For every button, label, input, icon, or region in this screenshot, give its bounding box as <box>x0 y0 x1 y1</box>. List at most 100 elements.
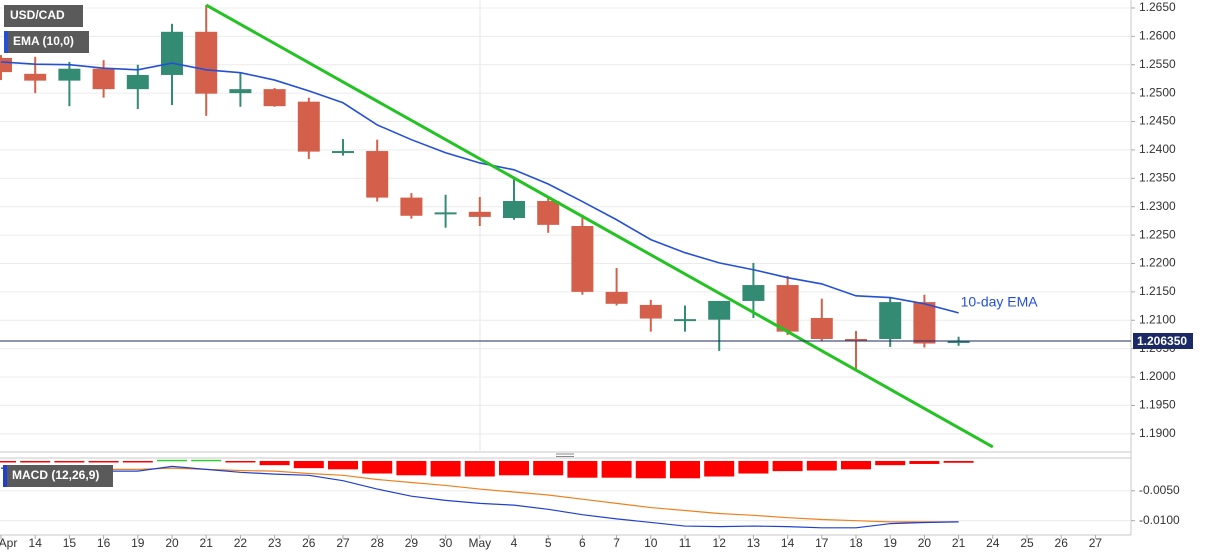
histogram-bar <box>635 460 666 479</box>
x-tick-label: 14 <box>29 536 43 550</box>
indicator-label: MACD (12,26,9) <box>12 468 99 482</box>
candle-body <box>913 302 936 344</box>
y-tick-label: 1.1950 <box>1139 398 1176 412</box>
histogram-bar <box>191 459 222 462</box>
candle-body <box>742 285 765 301</box>
x-tick-label: 19 <box>131 536 145 550</box>
y-tick-label: 1.2100 <box>1139 312 1176 326</box>
x-tick-label: 15 <box>63 536 77 550</box>
histogram-bar <box>806 460 837 471</box>
y-tick-label: -0.0100 <box>1139 513 1180 527</box>
candle-body <box>674 319 696 322</box>
indicator-box <box>3 465 113 487</box>
y-tick-label: 1.2250 <box>1139 227 1176 241</box>
x-tick-label: 10 <box>644 536 658 550</box>
x-tick-label: 18 <box>849 536 863 550</box>
x-tick-label: 16 <box>97 536 111 550</box>
x-tick-label: 12 <box>713 536 727 550</box>
histogram-bar <box>122 460 153 463</box>
candle-body <box>776 285 799 332</box>
candle-body <box>845 339 867 341</box>
histogram-bar <box>328 460 358 470</box>
y-tick-label: 1.2650 <box>1139 0 1176 14</box>
candle-body <box>810 317 833 339</box>
x-tick-label: 13 <box>747 536 761 550</box>
histogram-bar <box>533 460 564 476</box>
candle-body <box>708 300 731 320</box>
last-price-box <box>1133 332 1193 349</box>
histogram-bar <box>464 460 495 477</box>
histogram-bar <box>499 460 529 476</box>
y-tick-label: 1.2000 <box>1139 369 1176 383</box>
x-tick-label: 17 <box>815 536 829 550</box>
histogram-bar <box>362 460 393 474</box>
candle-body <box>434 212 457 215</box>
ema-annotation: 10-day EMA <box>961 294 1039 310</box>
histogram-bar <box>704 460 735 477</box>
indicator-box <box>4 31 89 53</box>
histogram-bar <box>259 460 290 466</box>
indicator-swatch <box>3 465 7 487</box>
y-tick-label: 1.2600 <box>1139 29 1176 43</box>
y-tick-label: 1.2450 <box>1139 114 1176 128</box>
y-tick-label: 1.2500 <box>1139 85 1176 99</box>
candle-body <box>24 73 47 81</box>
y-tick-label: 1.2150 <box>1139 284 1176 298</box>
y-tick-label: 1.2200 <box>1139 256 1176 270</box>
title-box <box>4 5 83 27</box>
x-tick-label: 22 <box>234 536 248 550</box>
candle-body <box>297 101 320 152</box>
ema-line <box>0 61 959 314</box>
candle-body <box>0 57 12 73</box>
y-tick-label: 1.2400 <box>1139 142 1176 156</box>
x-tick-label: 4 <box>511 536 518 550</box>
candle-body <box>879 302 902 339</box>
x-tick-label: 21 <box>200 536 214 550</box>
histogram-bar <box>430 460 461 477</box>
candle-body <box>58 68 81 81</box>
x-tick-label: 23 <box>268 536 282 550</box>
histogram-bar <box>875 460 906 466</box>
histogram-bar <box>943 460 974 463</box>
candle-body <box>605 291 628 304</box>
x-tick-label: 29 <box>405 536 419 550</box>
x-tick-label: 7 <box>613 536 620 550</box>
candle-body <box>332 151 354 154</box>
x-tick-label: 14 <box>781 536 795 550</box>
x-tick-label: 24 <box>986 536 1000 550</box>
y-tick-label: 1.2300 <box>1139 199 1176 213</box>
histogram-bar <box>20 460 51 463</box>
histogram-bar <box>909 460 940 464</box>
macd-line <box>0 465 959 529</box>
histogram-bar <box>738 460 769 474</box>
x-tick-label: 19 <box>884 536 898 550</box>
candle-body <box>468 211 491 217</box>
candle-body <box>639 304 662 319</box>
x-tick-label: 28 <box>371 536 385 550</box>
candle-body <box>571 226 594 292</box>
candle-body <box>126 74 149 90</box>
y-tick-label: -0.0050 <box>1139 483 1180 497</box>
candle-body <box>537 201 560 225</box>
histogram-bar <box>567 460 598 478</box>
candle-body <box>947 340 970 343</box>
x-tick-label: Apr <box>0 536 17 550</box>
histogram-bar <box>601 460 632 478</box>
x-tick-label: 26 <box>1055 536 1069 550</box>
x-tick-label: 27 <box>336 536 350 550</box>
x-tick-label: 20 <box>918 536 932 550</box>
x-tick-label: 20 <box>165 536 179 550</box>
last-price-label: 1.206350 <box>1137 334 1187 348</box>
x-tick-label: 26 <box>302 536 316 550</box>
y-tick-label: 1.2550 <box>1139 57 1176 71</box>
x-tick-label: 27 <box>1089 536 1103 550</box>
panel-handle[interactable] <box>556 453 574 457</box>
candle-body <box>229 89 252 94</box>
chart-title: USD/CAD <box>10 8 65 22</box>
histogram-bar <box>670 460 700 479</box>
y-tick-label: 1.2350 <box>1139 170 1176 184</box>
trend-line <box>205 3 994 449</box>
indicator-label: EMA (10,0) <box>13 34 74 48</box>
x-tick-label: 25 <box>1020 536 1034 550</box>
